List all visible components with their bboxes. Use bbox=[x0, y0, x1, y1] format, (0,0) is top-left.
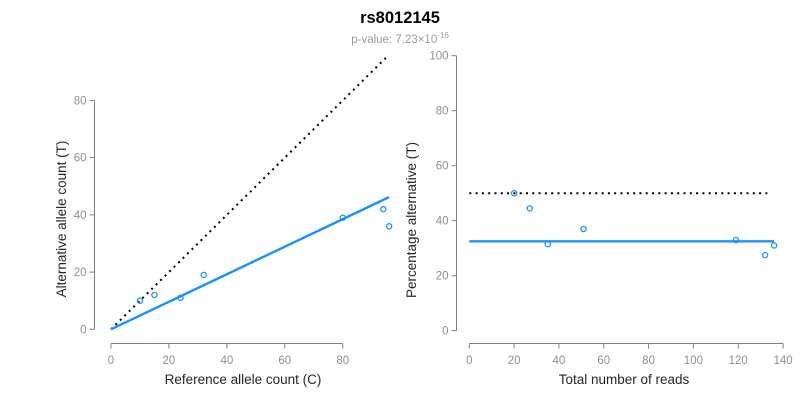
y-tick-label: 60 bbox=[436, 161, 449, 173]
data-point bbox=[200, 271, 207, 279]
x-tick-label: 120 bbox=[729, 355, 748, 367]
x-tick-label: 100 bbox=[684, 355, 703, 367]
data-point bbox=[177, 294, 184, 302]
data-point bbox=[580, 225, 587, 233]
data-point bbox=[544, 240, 551, 248]
x-tick-label: 0 bbox=[108, 355, 114, 367]
y-tick-label: 20 bbox=[436, 271, 449, 283]
y-tick-label: 0 bbox=[80, 324, 86, 336]
x-tick-label: 60 bbox=[597, 355, 610, 367]
x-tick-label: 40 bbox=[220, 355, 233, 367]
y-tick-label: 20 bbox=[74, 267, 87, 279]
data-point bbox=[380, 205, 387, 213]
y-tick-label: 80 bbox=[74, 95, 87, 107]
data-point bbox=[761, 251, 769, 259]
pvalue-exponent: -16 bbox=[437, 31, 449, 40]
y-tick-label: 60 bbox=[74, 153, 87, 165]
x-tick-label: 140 bbox=[773, 355, 792, 367]
identity-line bbox=[110, 55, 389, 331]
data-point bbox=[510, 189, 518, 197]
pvalue-text: p-value: 7.23×10 bbox=[351, 33, 438, 46]
x-tick-label: 40 bbox=[553, 355, 566, 367]
x-tick-label: 20 bbox=[508, 355, 521, 367]
data-point bbox=[526, 205, 534, 212]
y-tick-label: 40 bbox=[74, 210, 87, 222]
x-tick-label: 80 bbox=[336, 355, 349, 367]
data-point bbox=[339, 214, 347, 221]
plot-subtitle: p-value: 7.23×10-16 bbox=[0, 31, 800, 46]
x-axis-title: Total number of reads bbox=[559, 372, 690, 387]
y-tick-label: 0 bbox=[442, 326, 448, 338]
fit-line bbox=[110, 196, 390, 331]
y-axis-title: Alternative allele count (T) bbox=[54, 141, 69, 298]
data-point bbox=[732, 236, 740, 244]
x-tick-label: 0 bbox=[466, 355, 472, 367]
figure-header: rs8012145 p-value: 7.23×10-16 bbox=[0, 9, 800, 46]
plot-title: rs8012145 bbox=[360, 9, 440, 27]
x-axis-title: Reference allele count (C) bbox=[165, 372, 322, 387]
y-tick-label: 80 bbox=[436, 106, 449, 118]
data-point bbox=[151, 291, 158, 299]
x-tick-label: 20 bbox=[163, 355, 176, 367]
data-point bbox=[136, 297, 144, 304]
y-axis-title: Percentage alternative (T) bbox=[404, 142, 419, 298]
data-point bbox=[770, 242, 778, 249]
x-tick-label: 80 bbox=[642, 355, 655, 367]
y-tick-label: 40 bbox=[436, 216, 449, 228]
x-tick-label: 60 bbox=[278, 355, 291, 367]
data-point bbox=[385, 223, 393, 230]
y-tick-label: 100 bbox=[429, 51, 448, 63]
